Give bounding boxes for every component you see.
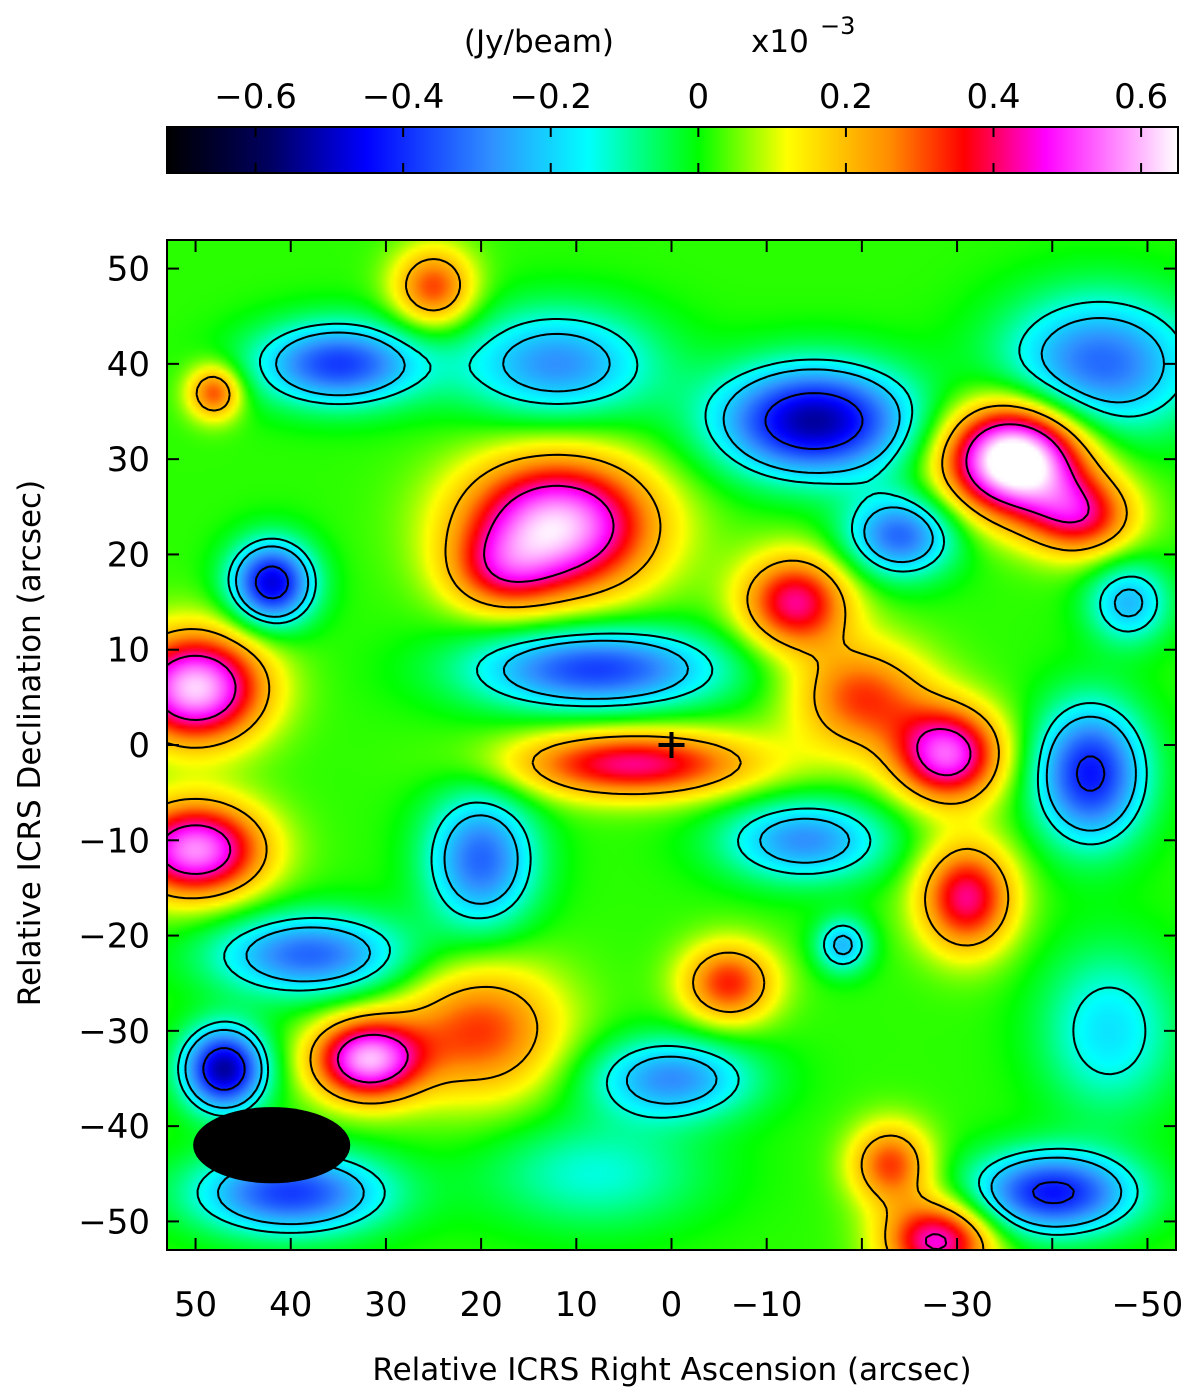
beam [193, 1107, 351, 1184]
x-tick-label: −10 [731, 1285, 803, 1325]
x-tick-label: 10 [555, 1285, 598, 1325]
x-tick-label: 40 [269, 1285, 312, 1325]
colorbar-ticks: −0.6 −0.4 −0.2 0 0.2 0.4 0.6 [214, 77, 1168, 173]
y-tick-label: 30 [107, 440, 150, 480]
contour-level [167, 258, 1128, 1250]
colorbar-scale-exponent: −3 [820, 12, 855, 40]
contour-level [177, 300, 1176, 1236]
y-tick-label: 0 [128, 726, 150, 766]
colorbar-tick-label: −0.6 [214, 77, 297, 117]
y-tick-label: 50 [107, 250, 150, 290]
colorbar-tick-label: −0.2 [509, 77, 592, 117]
y-tick-label: 40 [107, 345, 150, 385]
contour-level [167, 423, 1090, 1250]
colorbar: (Jy/beam) x10 −3 −0.6 −0.4 −0.2 0 0.2 0.4 0.6 [166, 12, 1179, 174]
colorbar-tick-label: −0.4 [362, 77, 445, 117]
y-tick-label: 20 [107, 535, 150, 575]
y-tick-label: −20 [78, 917, 150, 957]
y-tick-label: −10 [78, 821, 150, 861]
colorbar-tick-label: 0.4 [966, 77, 1020, 117]
colorbar-scale: x10 [751, 24, 809, 60]
x-tick-label: 0 [661, 1285, 683, 1325]
x-tick-label: 30 [364, 1285, 407, 1325]
position-marker [658, 732, 685, 758]
colorbar-gradient [166, 126, 1179, 174]
y-axis-label: Relative ICRS Declination (arcsec) [12, 480, 48, 1006]
plot: 50 40 30 20 10 0 −10 −30 −50 50 40 30 20 10 0 −10 −20 −3… [78, 239, 1183, 1325]
markers [658, 732, 685, 758]
colorbar-label: (Jy/beam) [464, 24, 614, 60]
y-tick-label: −30 [78, 1012, 150, 1052]
x-tick-label: −50 [1112, 1285, 1184, 1325]
y-tick-label: −50 [78, 1202, 150, 1242]
colorbar-tick-label: 0 [688, 77, 710, 117]
x-tick-label: 50 [174, 1285, 217, 1325]
contour-level [202, 392, 1106, 1205]
x-tick-label: −30 [921, 1285, 993, 1325]
y-axis: 50 40 30 20 10 0 −10 −20 −30 −40 −50 [78, 250, 1176, 1242]
contours [167, 258, 1176, 1250]
y-tick-label: 10 [107, 631, 150, 671]
x-axis: 50 40 30 20 10 0 −10 −30 −50 [174, 240, 1183, 1325]
colorbar-tick-label: 0.6 [1114, 77, 1168, 117]
colorbar-tick-label: 0.2 [819, 77, 873, 117]
x-tick-label: 20 [459, 1285, 502, 1325]
contour-level [184, 317, 1165, 1228]
y-tick-label: −40 [78, 1107, 150, 1147]
x-axis-label: Relative ICRS Right Ascension (arcsec) [372, 1352, 971, 1388]
beam-ellipse [193, 1107, 351, 1184]
